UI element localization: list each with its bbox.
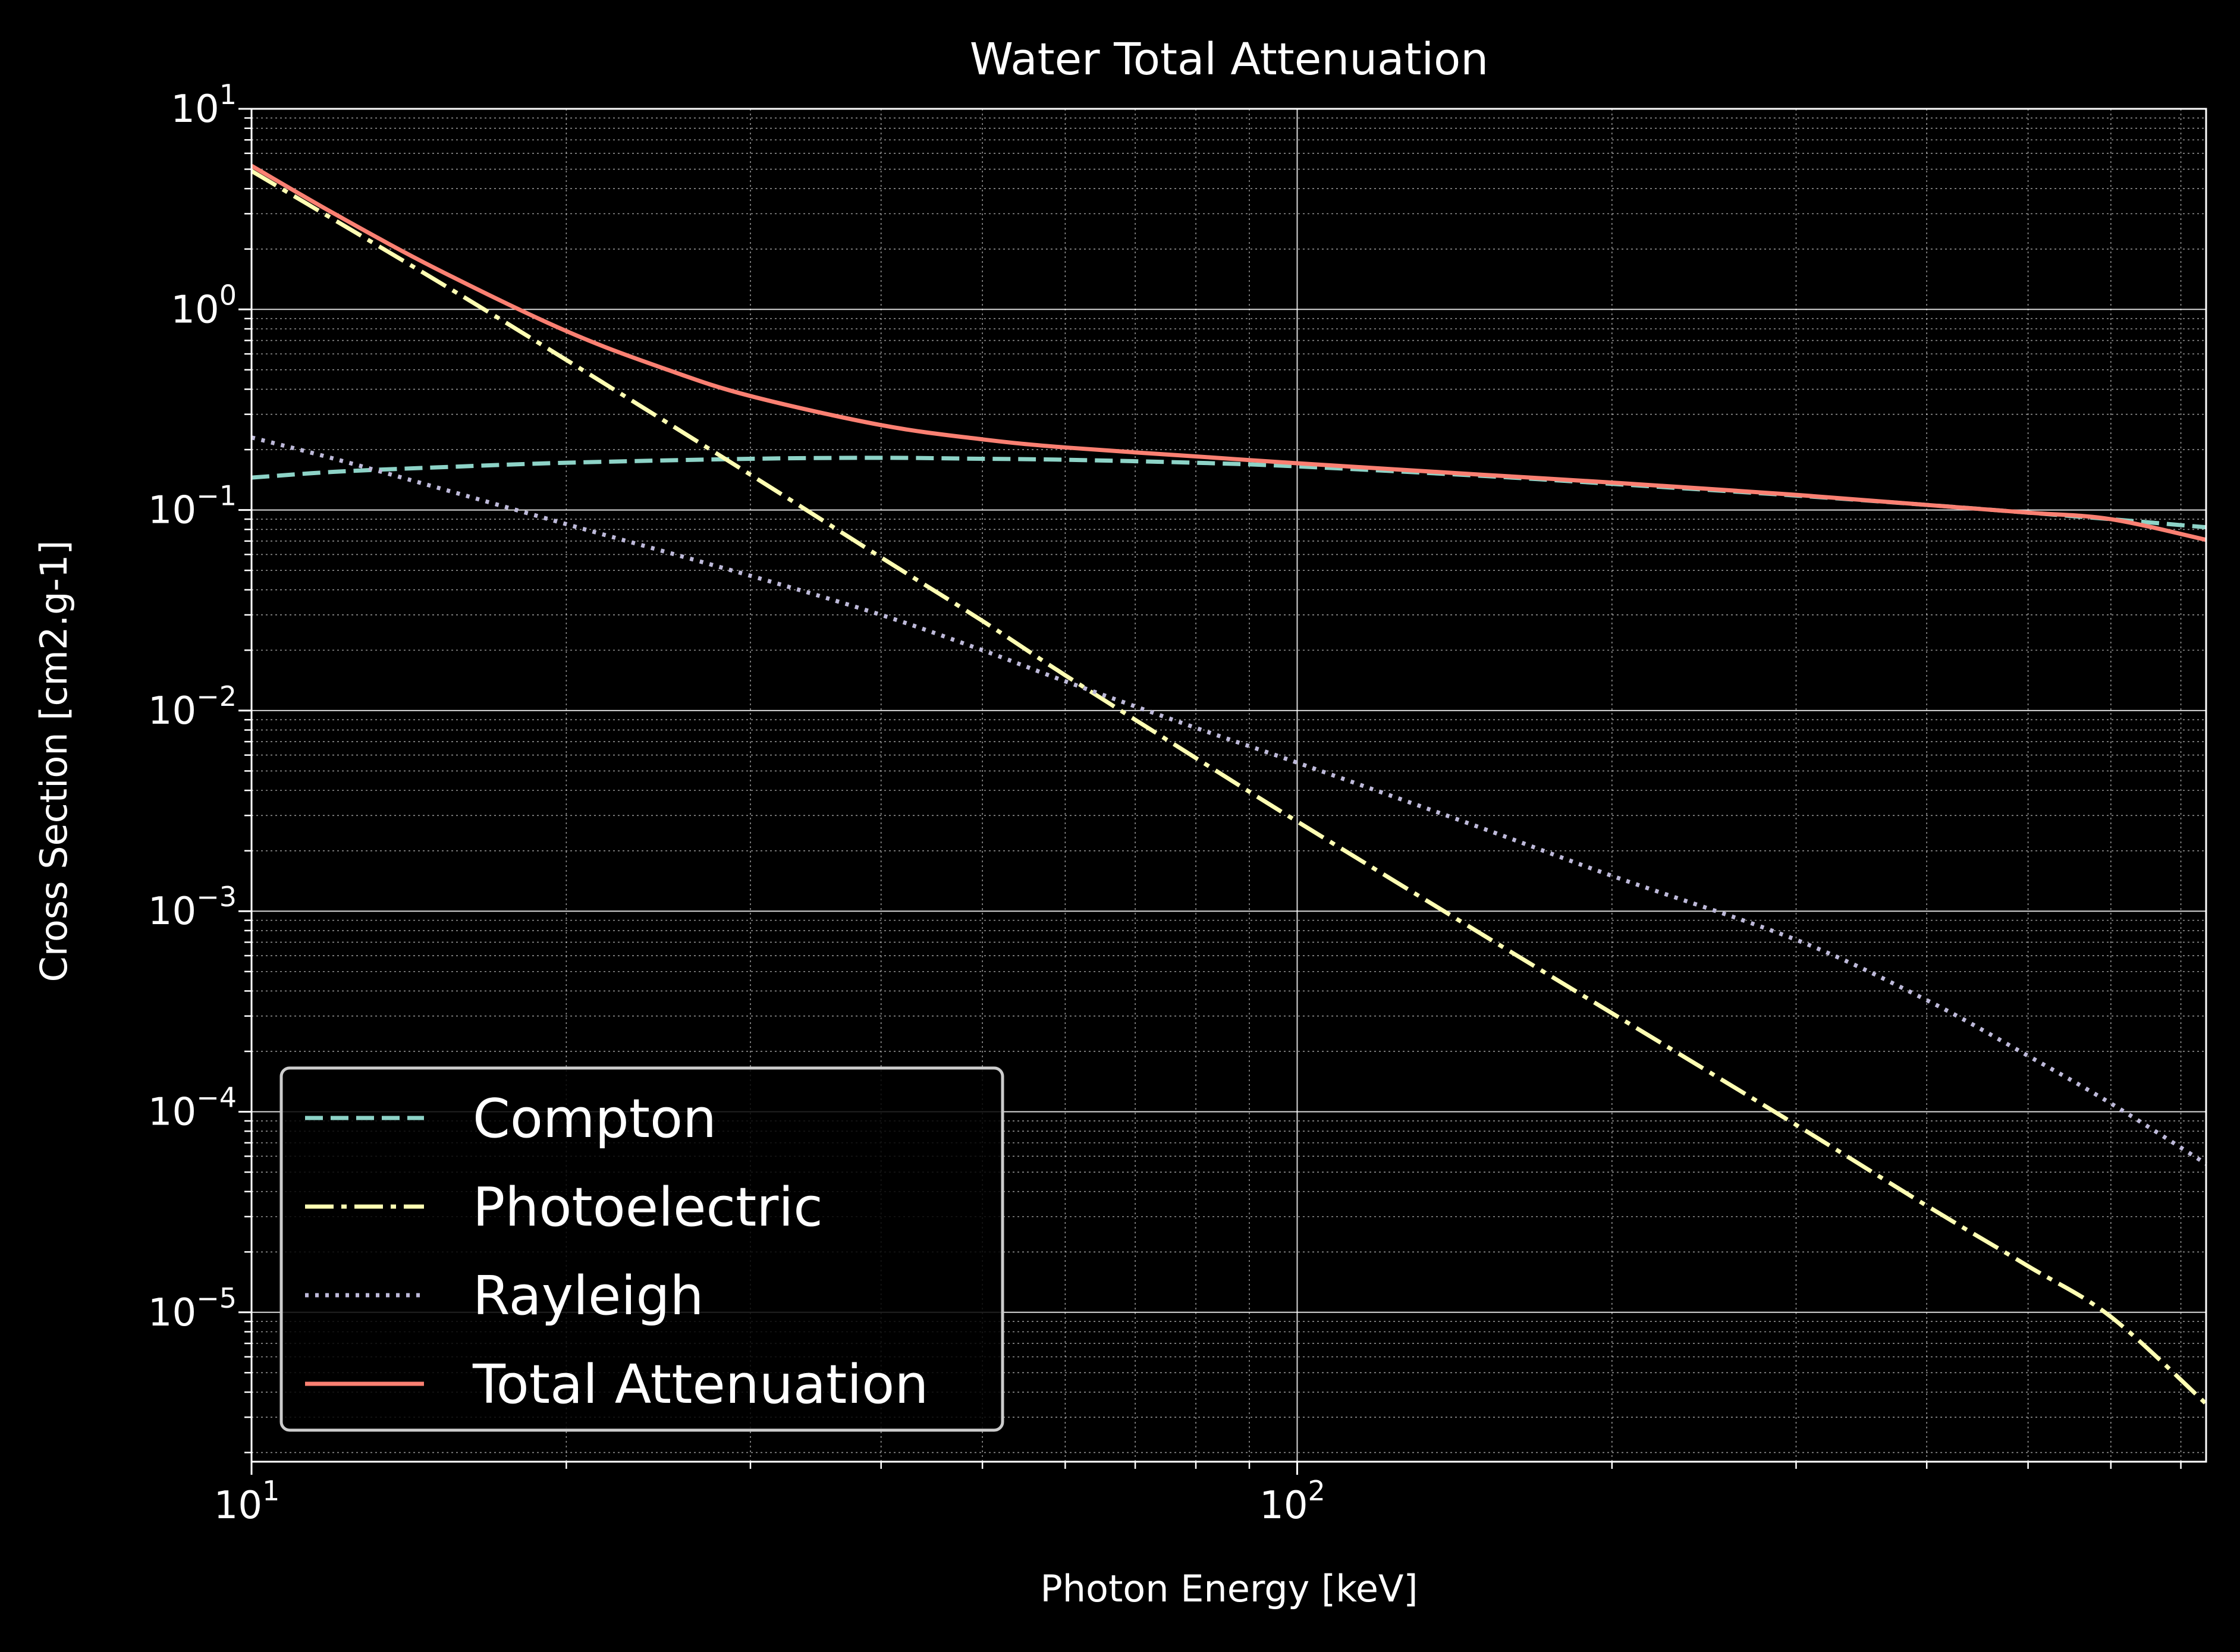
series-line-photoelectric <box>250 169 2208 1406</box>
x-axis-label: Photon Energy [keV] <box>1040 1567 1418 1610</box>
legend: Compton Photoelectric Rayleigh Total Attenu… <box>279 1066 1004 1432</box>
axis-ticks <box>238 108 2182 1475</box>
legend-label-rayleigh: Rayleigh <box>473 1265 704 1327</box>
legend-label-photoelectric: Photoelectric <box>473 1176 823 1239</box>
series-line-rayleigh <box>251 435 2207 1166</box>
y-tick-label: 101 <box>171 78 237 131</box>
legend-label-total-attenuation: Total Attenuation <box>472 1353 928 1416</box>
plot-frame <box>250 108 2207 1463</box>
legend-label-compton: Compton <box>473 1088 717 1150</box>
minor-grid <box>252 109 2206 1462</box>
y-tick-label: 100 <box>171 279 237 332</box>
y-tick-label: 10−1 <box>148 480 237 533</box>
chart-title: Water Total Attenuation <box>970 34 1488 85</box>
series-line-total-attenuation <box>250 164 2207 542</box>
y-tick-label: 10−4 <box>148 1082 237 1135</box>
y-tick-label: 10−2 <box>148 680 237 733</box>
y-tick-label: 10−3 <box>148 881 237 934</box>
y-axis-label: Cross Section [cm2.g-1] <box>32 541 76 982</box>
series-layer <box>250 164 2208 1406</box>
legend-box <box>279 1066 1004 1432</box>
y-tick-label: 10−5 <box>148 1282 237 1335</box>
